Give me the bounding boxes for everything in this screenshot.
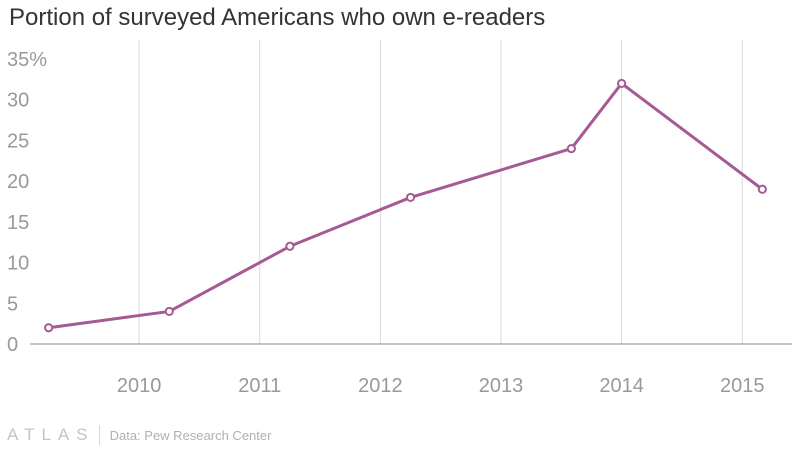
series-line [47,81,764,330]
y-tick-label: 5 [7,293,18,315]
y-tick-label: 25 [7,130,29,152]
atlas-logo: ATLAS [7,425,95,444]
footer-divider [98,425,100,445]
x-tick-label: 2015 [720,375,765,397]
x-tick-label: 2010 [117,375,162,397]
footer: ATLAS Data: Pew Research Center [7,424,271,446]
chart-title: Portion of surveyed Americans who own e-… [9,4,546,31]
data-point [285,241,295,251]
data-point [405,192,416,203]
data-point [757,184,767,194]
y-tick-label: 20 [7,171,29,193]
x-tick-label: 2011 [238,375,281,397]
data-point [566,143,576,154]
data-point [164,306,174,317]
y-tick-label: 15 [7,212,29,234]
x-tick-label: 2013 [479,375,524,397]
x-tick-label: 2014 [599,375,644,397]
data-source: Data: Pew Research Center [109,427,272,443]
y-tick-label: 10 [7,253,29,275]
y-tick-label: 35% [7,49,47,71]
y-tick-label: 30 [7,90,29,112]
x-tick-label: 2012 [358,375,403,397]
y-tick-label: 0 [7,334,18,356]
data-point [617,78,627,89]
data-point [44,323,54,333]
